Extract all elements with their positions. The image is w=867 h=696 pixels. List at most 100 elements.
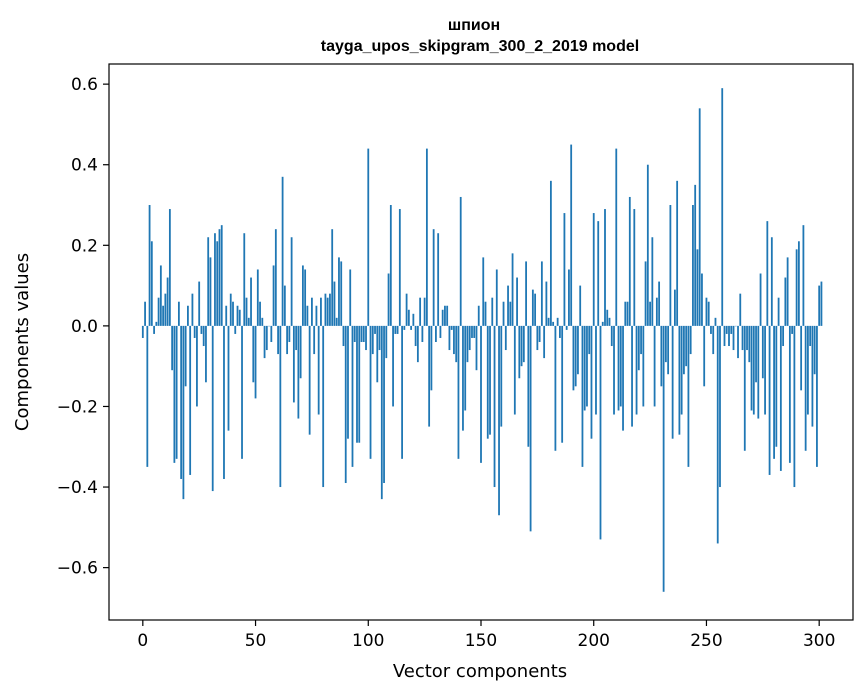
- bar: [421, 325, 424, 342]
- bar: [175, 325, 178, 459]
- bar: [540, 261, 543, 326]
- bar: [423, 297, 426, 326]
- bar: [166, 277, 169, 326]
- bar: [633, 209, 636, 326]
- bar: [509, 301, 512, 326]
- bar: [227, 325, 230, 431]
- bar: [750, 325, 753, 411]
- bar: [164, 293, 167, 326]
- bar: [590, 325, 593, 439]
- bar: [150, 241, 153, 326]
- bar: [480, 325, 482, 463]
- bar: [662, 325, 665, 592]
- bar: [507, 285, 509, 326]
- bar: [389, 205, 392, 326]
- bar: [732, 325, 735, 351]
- bar: [441, 309, 444, 326]
- bar: [261, 317, 264, 326]
- bar: [703, 325, 706, 387]
- bar: [568, 269, 570, 326]
- bar: [342, 325, 345, 347]
- bar: [450, 325, 453, 330]
- bar: [800, 325, 803, 391]
- bar: [473, 325, 476, 338]
- x-tick-label: 50: [245, 631, 267, 651]
- bar: [205, 325, 207, 383]
- bar: [317, 325, 320, 415]
- x-tick-label: 0: [137, 631, 148, 651]
- bar: [637, 325, 640, 371]
- bar: [816, 325, 818, 467]
- bar: [335, 317, 338, 326]
- bar: [640, 325, 642, 355]
- bar: [728, 325, 730, 347]
- bar: [572, 325, 575, 391]
- y-tick-label: 0.0: [71, 317, 98, 337]
- bar: [597, 221, 600, 326]
- bar: [538, 325, 541, 342]
- bar: [579, 285, 582, 326]
- bar: [592, 213, 595, 326]
- y-tick-label: 0.4: [71, 156, 98, 176]
- x-axis-label: Vector components: [393, 661, 567, 682]
- bar: [265, 325, 268, 351]
- bar: [155, 321, 158, 326]
- bar: [304, 269, 307, 326]
- bar: [234, 325, 237, 334]
- bar: [534, 293, 537, 326]
- bar: [198, 281, 201, 326]
- bar: [311, 297, 313, 326]
- bar: [802, 225, 805, 326]
- bar: [358, 325, 361, 443]
- bar: [464, 325, 467, 411]
- bar: [770, 237, 773, 326]
- bar: [353, 325, 356, 342]
- bar: [689, 325, 692, 355]
- bar: [184, 325, 187, 387]
- bar: [617, 325, 620, 411]
- bar: [232, 301, 234, 326]
- bar: [642, 325, 645, 407]
- bar: [513, 325, 516, 415]
- bar: [766, 221, 769, 326]
- bar: [556, 317, 559, 326]
- bar: [414, 325, 417, 347]
- bar: [701, 273, 703, 326]
- bar: [376, 325, 379, 383]
- bar: [396, 325, 399, 334]
- bar: [416, 325, 419, 363]
- bar: [378, 325, 381, 351]
- bar: [320, 297, 322, 326]
- bar: [168, 209, 171, 326]
- bar: [757, 325, 760, 419]
- bar: [315, 305, 318, 326]
- bar: [610, 325, 613, 347]
- bar: [202, 325, 205, 347]
- bar: [793, 325, 796, 488]
- bar: [281, 176, 284, 326]
- bar: [565, 325, 568, 330]
- bar: [207, 237, 210, 326]
- bar: [635, 325, 638, 415]
- bar: [394, 325, 397, 334]
- bar: [369, 325, 372, 459]
- bar: [577, 325, 579, 375]
- bar: [649, 301, 651, 326]
- bar: [547, 317, 550, 326]
- bar: [439, 325, 442, 338]
- bar: [412, 313, 415, 326]
- bar: [687, 325, 690, 467]
- bar: [274, 229, 277, 326]
- bar: [225, 305, 228, 326]
- bar: [256, 269, 259, 326]
- bar: [288, 325, 291, 342]
- bar: [229, 293, 232, 326]
- bar: [525, 261, 527, 326]
- bar: [383, 325, 385, 484]
- bar: [698, 108, 701, 326]
- bar: [457, 325, 460, 459]
- bar: [628, 196, 631, 326]
- bar-series: [141, 88, 823, 592]
- bar: [283, 285, 286, 326]
- bar: [748, 325, 751, 363]
